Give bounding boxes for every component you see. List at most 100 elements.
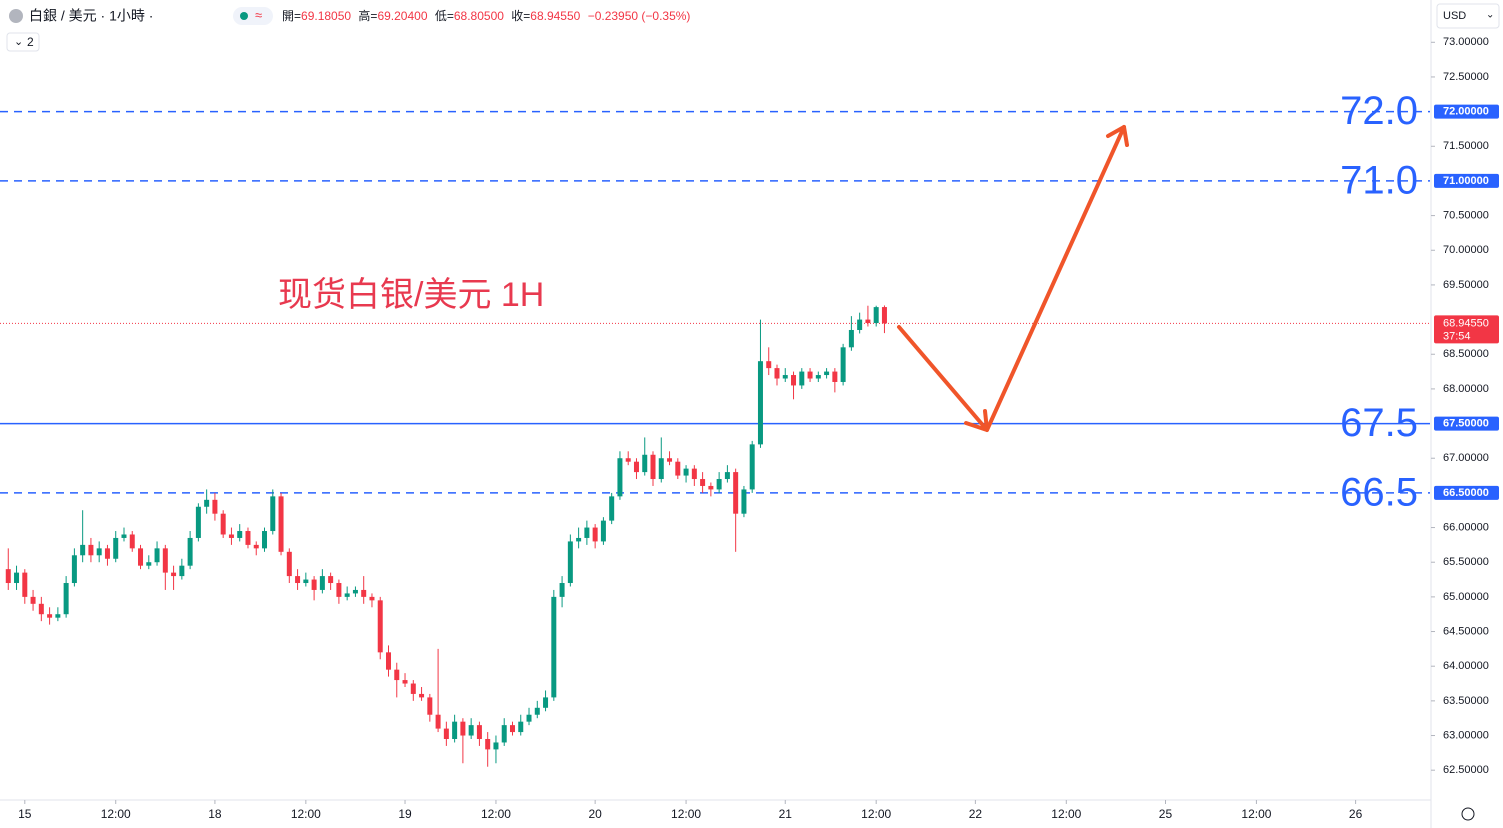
stat-label: 開= [282,9,301,23]
candle-body [129,534,135,549]
x-tick-label: 20 [588,807,602,821]
candle-body [815,375,821,379]
indicator-toggle[interactable] [6,32,40,52]
candle-body [146,562,152,566]
candle-body [419,693,425,698]
y-tick-label: 68.00000 [1443,383,1489,395]
candle-body [377,600,383,653]
candle-body [369,596,375,601]
candle-body [799,371,805,386]
candle-body [791,375,797,386]
candle-body [237,531,243,538]
candle-body [551,596,557,698]
candle-body [328,576,334,584]
level-label: 72.0 [1340,89,1418,133]
candle-body [782,375,788,379]
candle-body [270,496,276,532]
delay-icon: ≈ [255,7,262,22]
candle-body [410,683,416,694]
candle-body [311,579,317,590]
candle-body [385,652,391,670]
candle-body [443,728,449,739]
candle-body [865,319,871,324]
level-axis-label: 67.50000 [1443,417,1489,429]
candle-body [543,697,549,708]
stat-label: 高= [358,8,377,23]
candle-body [336,583,342,597]
x-tick-label: 21 [779,807,793,821]
candle-body [757,361,763,445]
candle-body [600,520,606,542]
candle-body [30,596,36,604]
x-tick-label: 12:00 [1241,807,1271,821]
last-price-label: 68.94550 [1443,317,1489,329]
candle-body [526,714,532,722]
candle-body [286,551,292,577]
candle-body [675,461,681,476]
candle-body [460,721,466,736]
candle-body [716,479,722,490]
annotation: 现货白银/美元 1H [278,276,544,314]
y-tick-label: 68.50000 [1443,348,1489,360]
candle-body [518,721,524,733]
x-tick-label: 26 [1349,807,1363,821]
level-axis-label: 71.00000 [1443,175,1489,187]
candle-body [485,738,491,750]
candle-body [592,527,598,542]
level-label: 67.5 [1340,401,1418,445]
x-tick-label: 19 [398,807,412,821]
indicator-count: 2 [27,35,34,49]
arrow-head [964,409,989,432]
candle-body [352,589,358,594]
candle-body [195,506,201,538]
change: −0.23950 (−0.35%) [588,9,691,23]
candle-body [683,468,689,476]
candle-body [14,572,20,584]
candle-body [476,725,482,739]
y-tick-label: 71.50000 [1443,140,1489,152]
y-tick-label: 64.50000 [1443,625,1489,637]
candle-body [724,472,730,480]
stat-value: 68.80500 [454,9,504,23]
candle-body [38,603,44,615]
candle-body [493,742,499,750]
y-tick-label: 70.50000 [1443,210,1489,222]
status-pill[interactable] [233,7,273,25]
candle-body [104,548,110,559]
ohlc-stats: 開=69.18050 高=69.20400 低=68.80500 收=68.94… [282,8,690,23]
candle-body [633,461,639,473]
symbol[interactable]: 白銀 / 美元 · 1小時 · [29,8,153,24]
candle-body [576,537,582,542]
y-tick-label: 65.50000 [1443,556,1489,568]
candle-body [658,458,664,480]
settings-button[interactable] [1461,807,1475,821]
countdown: 37:54 [1443,330,1471,342]
y-tick-label: 69.50000 [1443,279,1489,291]
candle-body [468,725,474,736]
candle-body [617,458,623,497]
candle-body [708,485,714,490]
candle-body [824,371,830,376]
plot-area [0,110,1430,767]
header: 白銀 / 美元 · 1小時 · ≈ 開=69.18050 高=69.20400 … [6,3,1500,821]
arrow-head [1106,125,1129,147]
candle-body [749,444,755,490]
y-tick-label: 70.00000 [1443,244,1489,256]
y-tick-label: 62.50000 [1443,764,1489,776]
symbol-icon [9,9,23,23]
candle-body [559,583,565,597]
candle-body [88,544,94,556]
currency-select[interactable] [1436,3,1500,29]
x-tick-label: 12:00 [1051,807,1081,821]
level-axis-label: 66.50000 [1443,487,1489,499]
x-tick-label: 12:00 [671,807,701,821]
level-badge [1434,173,1499,188]
stat-value: 69.18050 [301,9,351,23]
y-tick-label: 67.00000 [1443,452,1489,464]
candle-body [832,371,838,382]
candle-body [171,572,177,577]
candle-body [881,307,887,324]
candle-body [857,319,863,330]
